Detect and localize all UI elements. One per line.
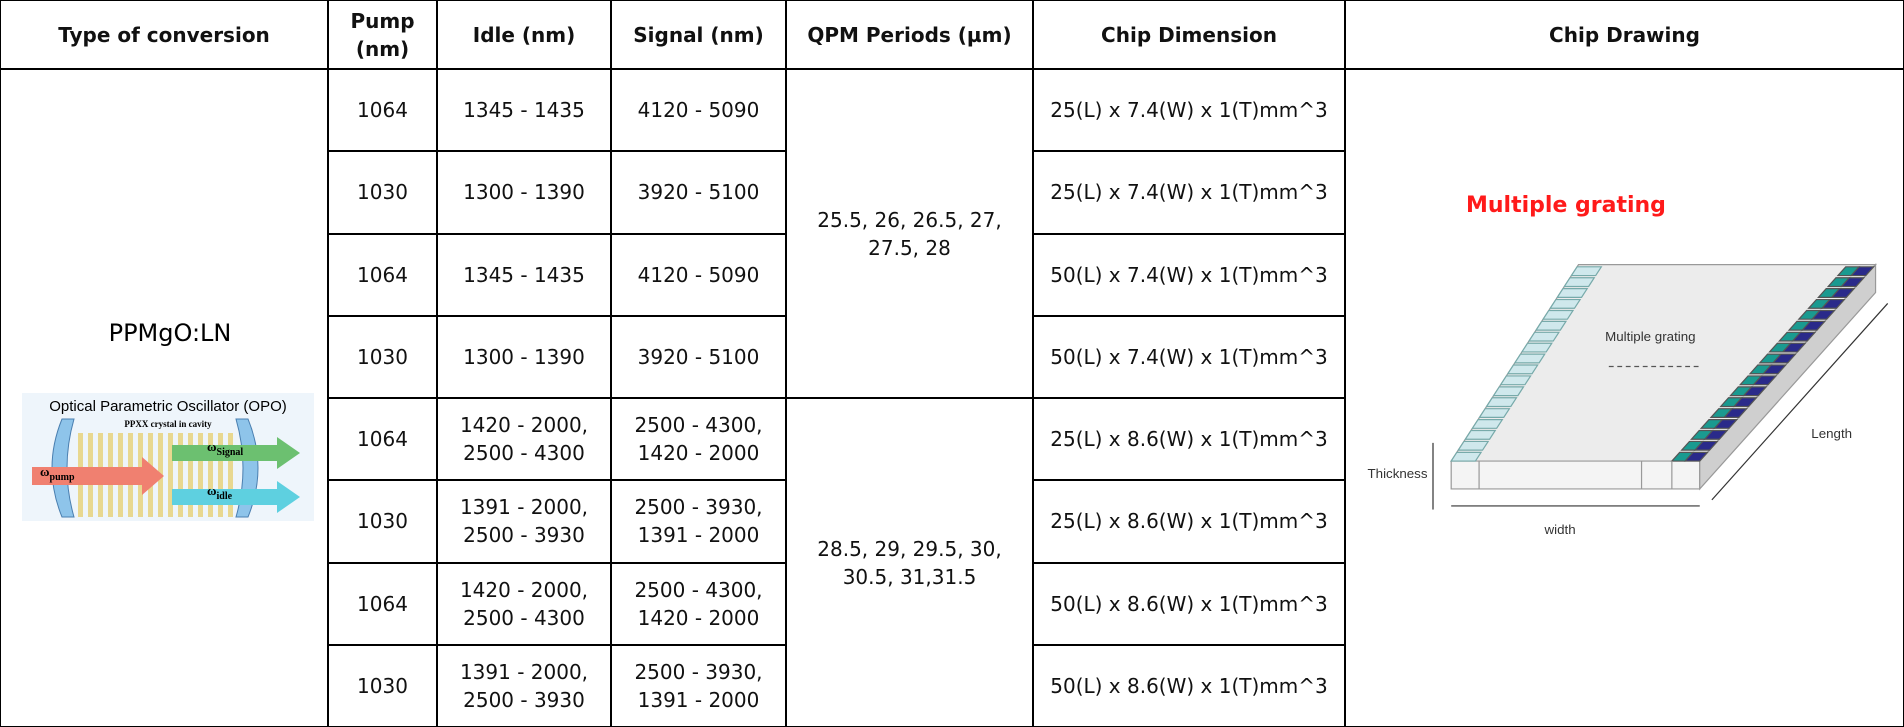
thickness-label: Thickness [1368,466,1428,481]
idle-cell: 1391 - 2000, 2500 - 3930 [437,645,611,727]
dimension-cell: 25(L) x 8.6(W) x 1(T)mm^3 [1033,398,1345,480]
grating-stripe [1501,376,1531,385]
chip-front [1451,461,1700,489]
grating-stripe [1557,289,1587,298]
grating-stripe [1508,365,1538,374]
chip-drawing: Multiple grating Length Thickness width [1360,261,1894,552]
grating-stripe [1487,398,1517,407]
grating-stripe [1465,431,1495,440]
dimension-cell: 50(L) x 8.6(W) x 1(T)mm^3 [1033,563,1345,645]
grating-stripe [1529,332,1559,341]
grating-label: Multiple grating [1605,329,1695,344]
header-cell: Type of conversion [0,0,328,69]
dimension-cell: 50(L) x 7.4(W) x 1(T)mm^3 [1033,234,1345,316]
grating-stripe [1472,420,1502,429]
header-cell: Chip Dimension [1033,0,1345,69]
subscript: Signal [217,447,244,458]
grating-stripe [1550,300,1580,309]
signal-cell: 2500 - 4300, 1420 - 2000 [611,563,786,645]
page: 28.5, 29, 29.5, 30, 30.5, 31,31.525.5, 2… [0,0,1904,727]
grating-stripe [1522,343,1552,352]
grating-stripe [1494,387,1524,396]
pump-cell: 1030 [328,151,437,233]
idle-cell: 1345 - 1435 [437,69,611,151]
dimension-cell: 25(L) x 7.4(W) x 1(T)mm^3 [1033,69,1345,151]
omega: ω [207,439,217,454]
grating-stripe [1458,441,1488,450]
idle-cell: 1345 - 1435 [437,234,611,316]
crystal-label: PPXX crystal in cavity [124,419,212,429]
dimension-cell: 25(L) x 7.4(W) x 1(T)mm^3 [1033,151,1345,233]
pump-cell: 1030 [328,645,437,727]
length-label: Length [1811,426,1852,441]
signal-cell: 4120 - 5090 [611,234,786,316]
grating-stripe [1543,310,1573,319]
idle-cell: 1391 - 2000, 2500 - 3930 [437,480,611,562]
width-label: width [1544,522,1576,537]
opo-diagram: Optical Parametric Oscillator (OPO) PPXX… [22,393,314,521]
grating-stripe [1571,267,1601,276]
grating-stripe [1564,278,1594,287]
opo-title: Optical Parametric Oscillator (OPO) [49,398,287,415]
header-cell: Chip Drawing [1345,0,1904,69]
signal-cell: 2500 - 3930, 1391 - 2000 [611,645,786,727]
header-cell: Idle (nm) [437,0,611,69]
grating-stripe [1451,452,1481,461]
chip-caption: Multiple grating [1466,193,1666,218]
dimension-cell: 25(L) x 8.6(W) x 1(T)mm^3 [1033,480,1345,562]
signal-cell: 3920 - 5100 [611,316,786,398]
omega: ω [40,464,50,479]
qpm-cell: 25.5, 26, 26.5, 27, 27.5, 28 [786,69,1033,398]
grating-stripe [1536,321,1566,330]
header-cell: Signal (nm) [611,0,786,69]
header-cell: QPM Periods (µm) [786,0,1033,69]
header-cell: Pump (nm) [328,0,437,69]
idle-cell: 1300 - 1390 [437,316,611,398]
signal-cell: 2500 - 3930, 1391 - 2000 [611,480,786,562]
omega: ω [207,483,217,498]
pump-cell: 1064 [328,398,437,480]
conversion-type: PPMgO:LN [28,319,312,347]
grating-stripe [1479,409,1509,418]
pump-cell: 1064 [328,563,437,645]
pump-cell: 1064 [328,234,437,316]
pump-cell: 1030 [328,480,437,562]
dimension-cell: 50(L) x 8.6(W) x 1(T)mm^3 [1033,645,1345,727]
idle-cell: 1300 - 1390 [437,151,611,233]
pump-cell: 1064 [328,69,437,151]
signal-cell: 2500 - 4300, 1420 - 2000 [611,398,786,480]
qpm-cell: 28.5, 29, 29.5, 30, 30.5, 31,31.5 [786,398,1033,727]
signal-cell: 4120 - 5090 [611,69,786,151]
dimension-cell: 50(L) x 7.4(W) x 1(T)mm^3 [1033,316,1345,398]
idle-cell: 1420 - 2000, 2500 - 4300 [437,398,611,480]
grating-stripe [1515,354,1545,363]
pump-cell: 1030 [328,316,437,398]
subscript: idle [217,491,233,502]
signal-cell: 3920 - 5100 [611,151,786,233]
idle-cell: 1420 - 2000, 2500 - 4300 [437,563,611,645]
subscript: pump [50,472,75,483]
